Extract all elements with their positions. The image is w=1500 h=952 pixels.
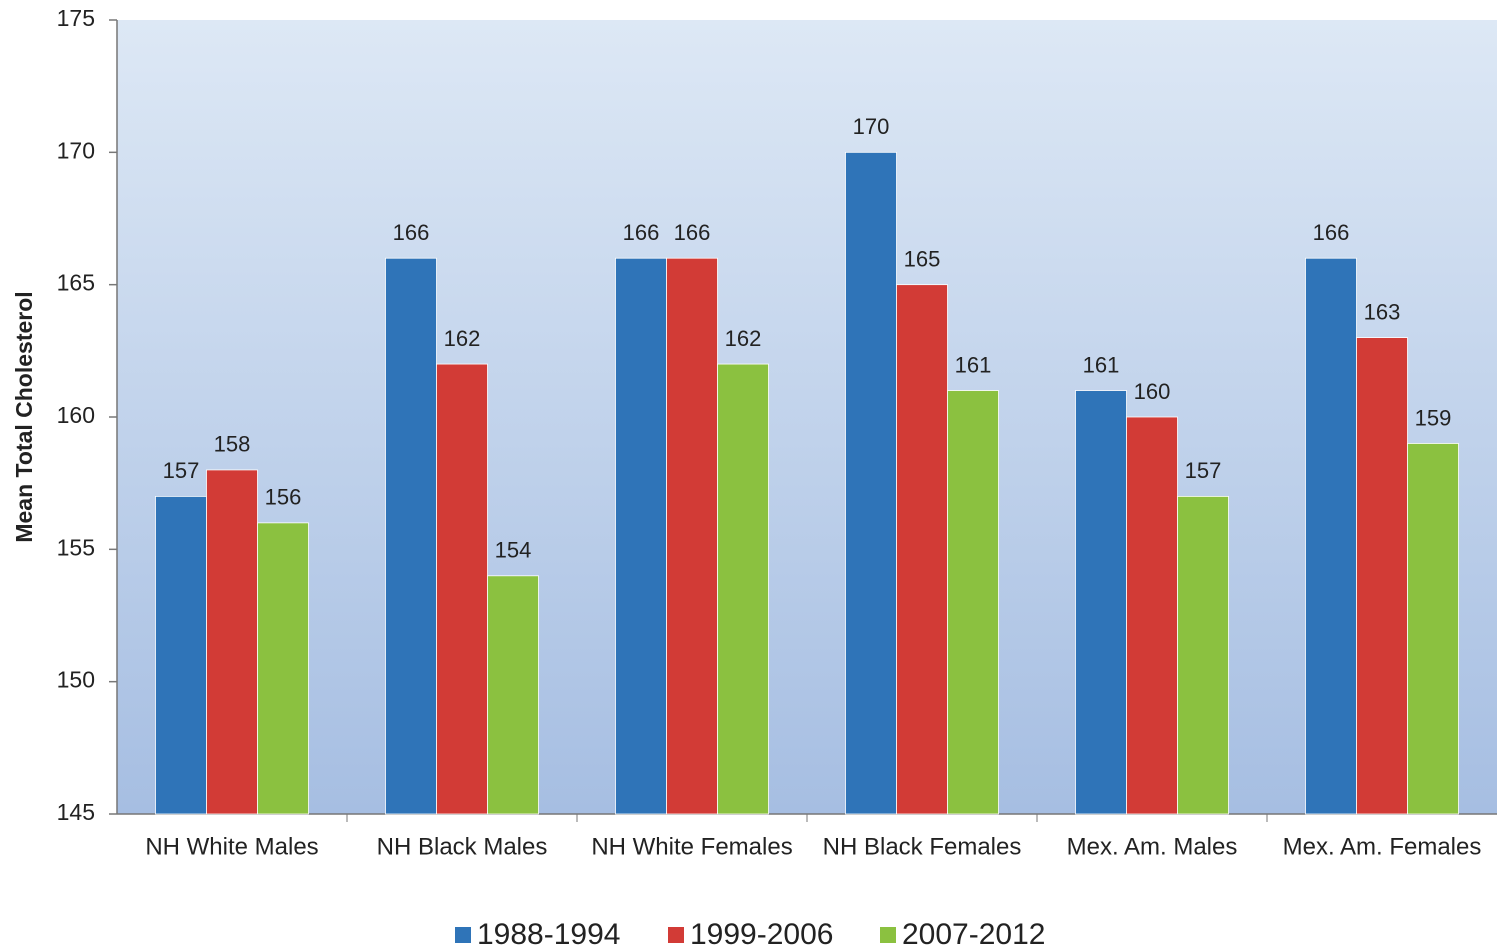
bar — [1126, 416, 1178, 815]
data-label: 165 — [904, 246, 941, 271]
legend-label: 2007-2012 — [902, 918, 1045, 951]
bar — [487, 575, 539, 815]
bar — [436, 363, 488, 815]
data-label: 166 — [1313, 220, 1350, 245]
data-label: 166 — [674, 220, 711, 245]
bar — [896, 284, 948, 815]
y-tick-label: 175 — [57, 5, 95, 31]
x-tick-label: NH Black Males — [377, 833, 548, 860]
bar — [717, 363, 769, 815]
legend-label: 1999-2006 — [690, 918, 833, 951]
bar — [1407, 443, 1459, 815]
legend-swatch — [455, 927, 471, 943]
data-label: 154 — [495, 538, 532, 563]
y-tick-label: 165 — [57, 270, 95, 296]
bar — [1356, 337, 1408, 815]
data-label: 157 — [1185, 458, 1222, 483]
y-tick-label: 145 — [57, 799, 95, 825]
x-tick-label: NH Black Females — [823, 833, 1022, 860]
bar — [206, 469, 258, 815]
x-tick-label: NH White Females — [591, 833, 792, 860]
data-label: 166 — [623, 220, 660, 245]
data-label: 158 — [214, 432, 251, 457]
bar — [845, 151, 897, 815]
legend-swatch — [668, 927, 684, 943]
bar — [385, 257, 437, 815]
bar — [666, 257, 718, 815]
data-label: 161 — [955, 352, 992, 377]
y-tick-label: 170 — [57, 137, 95, 163]
y-tick-label: 160 — [57, 402, 95, 428]
x-tick-label: Mex. Am. Males — [1067, 833, 1238, 860]
data-label: 170 — [853, 114, 890, 139]
y-axis-title: Mean Total Cholesterol — [11, 291, 37, 542]
bar — [155, 495, 207, 815]
bar — [1075, 390, 1127, 815]
bar — [947, 390, 999, 815]
data-label: 157 — [163, 458, 200, 483]
data-label: 162 — [444, 326, 481, 351]
x-tick-label: NH White Males — [145, 833, 318, 860]
data-label: 163 — [1364, 299, 1401, 324]
data-label: 159 — [1415, 405, 1452, 430]
bar — [615, 257, 667, 815]
y-tick-label: 150 — [57, 667, 95, 693]
y-tick-label: 155 — [57, 534, 95, 560]
data-label: 162 — [725, 326, 762, 351]
data-label: 161 — [1083, 352, 1120, 377]
legend-label: 1988-1994 — [477, 918, 620, 951]
data-label: 156 — [265, 485, 302, 510]
plot-area — [117, 20, 1497, 814]
bar — [257, 522, 309, 815]
data-label: 160 — [1134, 379, 1171, 404]
data-label: 166 — [393, 220, 430, 245]
bar — [1305, 257, 1357, 815]
bar — [1177, 495, 1229, 815]
x-tick-label: Mex. Am. Females — [1283, 833, 1482, 860]
legend-swatch — [880, 927, 896, 943]
